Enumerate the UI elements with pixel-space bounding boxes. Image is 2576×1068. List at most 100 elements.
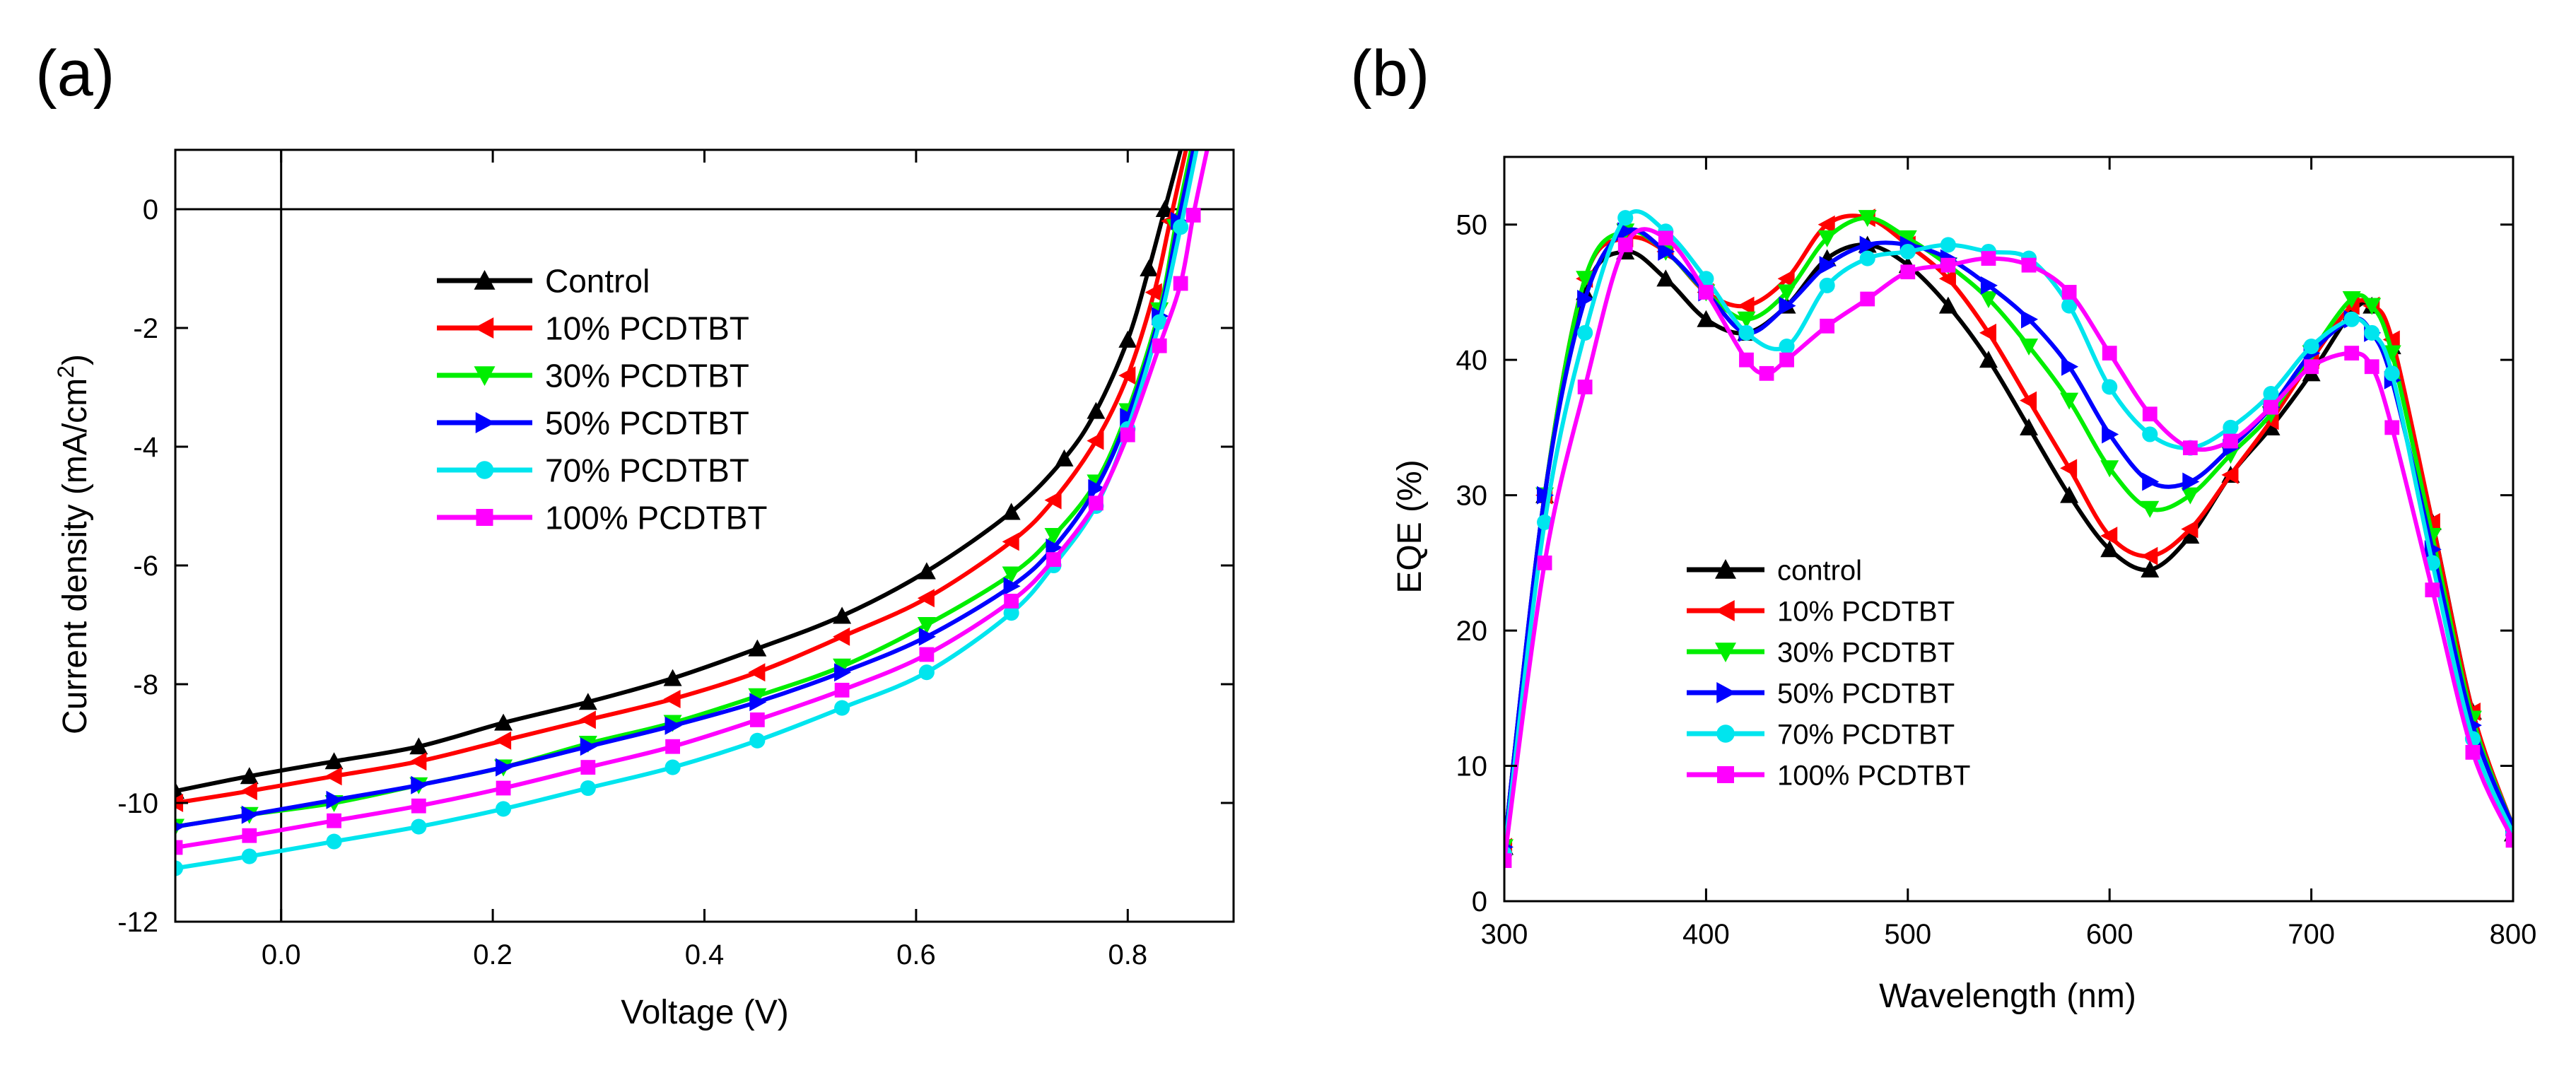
panel-b-series-line-4 [1504, 209, 2513, 855]
panel-b-ylabel: EQE (%) [1391, 459, 1429, 593]
panel-b-legend-label: control [1777, 555, 1862, 586]
panel-b-series-2-point [2141, 500, 2160, 518]
panel-a-series-5-point [1152, 338, 1167, 353]
panel-b-legend-label: 50% PCDTBT [1777, 678, 1955, 709]
panel-b-xtick-label: 700 [2288, 919, 2335, 950]
panel-b-series-3-point [1980, 276, 1998, 295]
panel-b-series-2-point [1777, 284, 1796, 302]
panel-b-xtick-label: 500 [1884, 919, 1931, 950]
panel-b-series-1-point [2382, 330, 2400, 349]
panel-a-series-4-point [918, 664, 935, 681]
panel-a-series-5-point [242, 828, 257, 843]
panel-a-legend-label: 50% PCDTBT [545, 405, 749, 442]
panel-b-series-5-point [2182, 440, 2198, 456]
panel-a-xlabel: Voltage (V) [621, 994, 788, 1031]
panel-b-series-line-0 [1504, 242, 2513, 847]
panel-b-series-1-point [2221, 465, 2239, 484]
panel-a-ytick-label: 0 [143, 194, 158, 225]
panel-a-series-0-point [240, 767, 259, 785]
panel-a-series-5-point [580, 760, 596, 775]
panel-b-series-2-point [2100, 460, 2119, 478]
panel-a-series-5-point [496, 780, 511, 796]
panel-b-series-5-point [2142, 406, 2158, 422]
panel-b-series-5-point [1577, 380, 1593, 394]
panel-b-legend-marker [1715, 642, 1736, 662]
panel-a-series-5-point [919, 647, 935, 662]
panel-a-ytick-label: -8 [133, 669, 158, 700]
panel-a-series-1-point [494, 731, 512, 750]
panel-a-ylabel-main: Current density (mA/cm [57, 378, 94, 734]
panel-a-series-1-point [1044, 491, 1062, 510]
panel-a-series-4-point [1003, 605, 1019, 621]
panel-a-series-0-point [1140, 259, 1159, 277]
panel-b-series-4-point [1899, 243, 1916, 260]
panel-a-series-2-point [917, 616, 936, 634]
panel-a-series-0-point [1087, 401, 1106, 419]
panel-b-series-5-point [2384, 420, 2400, 435]
panel-a-series-5-point [1088, 495, 1103, 511]
panel-b-series-1-point [1938, 269, 1956, 288]
panel-a-xtick-label: 0.0 [262, 939, 301, 970]
panel-a-series-0-point [833, 606, 852, 624]
panel-b-series-1-point [2020, 391, 2037, 410]
panel-a-xtick-label: 0.6 [896, 939, 936, 970]
panel-b-legend-marker [1717, 766, 1734, 783]
panel-b-series-3-point [1819, 256, 1837, 275]
panel-a-series-0-point [1002, 503, 1021, 520]
panel-b-xtick-label: 800 [2490, 919, 2537, 950]
panel-a-series-4-point [749, 732, 766, 749]
panel-a-series-1-point [1118, 366, 1136, 385]
panel-b-series-3-point [2061, 357, 2079, 376]
panel-b-ytick-label: 50 [1456, 210, 1488, 241]
panel-a-series-2-point [1044, 527, 1063, 545]
panel-b-series-4-point [2102, 379, 2118, 395]
panel-b-xtick-label: 600 [2086, 919, 2133, 950]
panel-a-series-4-point [175, 860, 184, 876]
panel-a-series-1-point [917, 589, 935, 608]
panel-a-series-3-point [1003, 577, 1021, 596]
panel-b-series-0-point [1979, 351, 1998, 368]
panel-b-label: (b) [1350, 37, 1429, 110]
panel-b-series-1-point [2181, 520, 2199, 539]
panel-a-series-0-point [578, 693, 597, 710]
panel-a-xtick-label: 0.8 [1108, 939, 1147, 970]
panel-b-series-0-point [2020, 418, 2039, 435]
panel-b-series-group [1504, 209, 2513, 868]
panel-b-series-1-point [1979, 323, 1997, 342]
panel-a-legend: Control 10% PCDTBT 30% PCDTBT 50% PCDTBT 70%… [437, 263, 767, 536]
panel-a-series-4-point [496, 801, 512, 817]
panel-a-series-0-point [1118, 330, 1137, 348]
panel-b-series-2-point [2020, 338, 2039, 356]
panel-b-series-2-point [2382, 345, 2401, 363]
panel-b-series-4-point [1859, 250, 1875, 266]
panel-a-series-0-point [1155, 200, 1174, 218]
panel-a-series-2-point [1002, 566, 1021, 584]
panel-a-series-4-point [1152, 314, 1168, 330]
panel-a-series-3-point [411, 775, 428, 794]
panel-b-series-2-point [1576, 271, 1595, 288]
panel-a-series-1-point [1002, 532, 1019, 551]
panel-b-series-4-point [2384, 365, 2400, 382]
panel-b-series-5-point [1860, 291, 1875, 307]
panel-a-series-0-point [663, 669, 682, 686]
panel-b-series-0-point [2060, 486, 2079, 503]
panel-b-series-0-point [1697, 310, 1716, 327]
panel-b-series-5-point [2223, 433, 2238, 449]
panel-b-ytick-label: 30 [1456, 481, 1488, 512]
panel-a-series-3-point [749, 693, 767, 712]
panel-a-ylabel: Current density (mA/cm2) [53, 354, 94, 734]
panel-a-series-4-point [834, 700, 850, 716]
panel-a-series-0-point [494, 713, 513, 731]
panel-a-series-4-point [241, 848, 257, 864]
panel-b-series-5-point [1759, 365, 1774, 381]
panel-a-series-0-point [917, 562, 936, 580]
panel-a-series-3-point [241, 805, 259, 824]
panel-b-series-0-point [2100, 540, 2119, 558]
panel-b-series-5-point [1504, 853, 1512, 868]
panel-b-series-5-point [1820, 318, 1835, 334]
panel-b-series-2-point [2181, 487, 2200, 505]
panel-a-ytick-label: -6 [133, 551, 158, 582]
panel-a-series-3-point [834, 663, 852, 682]
panel-a-legend-marker [475, 461, 494, 479]
panel-b-series-5-point [2364, 359, 2379, 375]
